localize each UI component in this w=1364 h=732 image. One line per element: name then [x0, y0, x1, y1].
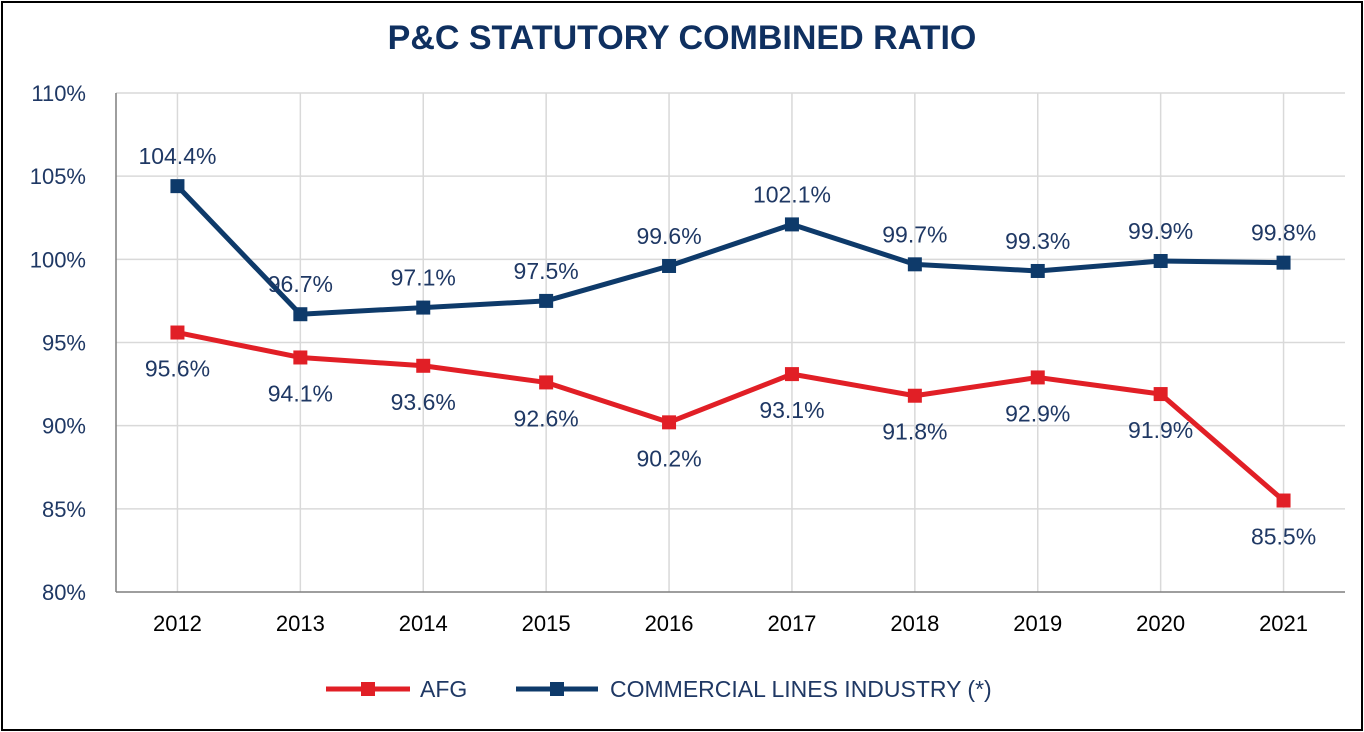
data-label: 99.6% — [636, 223, 701, 249]
legend-label: COMMERCIAL LINES INDUSTRY (*) — [610, 676, 992, 702]
x-tick-label: 2014 — [399, 611, 448, 636]
x-tick-label: 2020 — [1136, 611, 1185, 636]
y-tick-label: 80% — [42, 580, 86, 605]
x-tick-label: 2021 — [1259, 611, 1308, 636]
data-label: 99.7% — [882, 221, 947, 247]
y-tick-label: 90% — [42, 414, 86, 439]
data-label: 93.1% — [759, 397, 824, 423]
data-label: 94.1% — [268, 380, 333, 406]
data-label: 104.4% — [138, 143, 216, 169]
data-label: 91.9% — [1128, 417, 1193, 443]
data-point-marker — [539, 293, 554, 308]
data-label: 92.9% — [1005, 400, 1070, 426]
data-point-marker — [1276, 255, 1291, 270]
data-label: 91.8% — [882, 419, 947, 445]
data-point-marker — [416, 358, 431, 373]
legend-label: AFG — [420, 676, 467, 702]
data-point-marker — [907, 257, 922, 272]
data-point-marker — [293, 350, 308, 365]
data-point-marker — [907, 388, 922, 403]
x-tick-label: 2017 — [767, 611, 816, 636]
data-point-marker — [784, 367, 799, 382]
data-label: 90.2% — [636, 445, 701, 471]
data-point-marker — [662, 258, 677, 273]
legend-swatch-marker — [361, 682, 375, 696]
chart-title: P&C STATUTORY COMBINED RATIO — [388, 19, 977, 57]
y-tick-label: 100% — [30, 247, 86, 272]
data-point-marker — [662, 415, 677, 430]
data-label: 97.5% — [514, 258, 579, 284]
data-point-marker — [416, 300, 431, 315]
axes: 80% 85% 90% 95% 100% 105% 110% 2012 2013 2014 2015… — [30, 81, 1345, 636]
data-label: 99.3% — [1005, 228, 1070, 254]
x-tick-label: 2013 — [276, 611, 325, 636]
data-point-marker — [1153, 387, 1168, 402]
y-tick-label: 85% — [42, 497, 86, 522]
series-group — [170, 179, 1291, 508]
data-point-marker — [293, 307, 308, 322]
data-point-marker — [1030, 370, 1045, 385]
data-labels: 95.6% 94.1% 93.6% 92.6% 90.2% 93.1% 91.8% 92.9%… — [138, 143, 1316, 549]
y-tick-label: 110% — [31, 81, 86, 106]
data-label: 97.1% — [391, 265, 456, 291]
data-label: 93.6% — [391, 389, 456, 415]
data-label: 95.6% — [145, 356, 210, 382]
data-label: 102.1% — [753, 181, 831, 207]
data-label: 96.7% — [268, 271, 333, 297]
data-point-marker — [170, 325, 185, 340]
data-point-marker — [1153, 253, 1168, 268]
data-label: 99.9% — [1128, 218, 1193, 244]
data-point-marker — [784, 217, 799, 232]
y-tick-label: 95% — [42, 331, 86, 356]
data-point-marker — [170, 179, 185, 194]
gridlines — [116, 92, 1345, 592]
y-tick-label: 105% — [30, 164, 86, 189]
data-point-marker — [539, 375, 554, 390]
data-point-marker — [1030, 263, 1045, 278]
legend: AFG COMMERCIAL LINES INDUSTRY (*) — [326, 676, 992, 702]
series-line-industry — [175, 184, 1284, 317]
series-line-afg — [176, 330, 1286, 503]
data-label: 92.6% — [514, 405, 579, 431]
x-tick-label: 2016 — [645, 611, 694, 636]
data-label: 85.5% — [1251, 524, 1316, 550]
x-tick-label: 2015 — [522, 611, 571, 636]
x-tick-label: 2019 — [1013, 611, 1062, 636]
legend-swatch-marker — [550, 682, 564, 696]
data-point-marker — [1276, 493, 1291, 508]
x-tick-label: 2018 — [890, 611, 939, 636]
x-tick-label: 2012 — [153, 611, 202, 636]
data-label: 99.8% — [1251, 220, 1316, 246]
